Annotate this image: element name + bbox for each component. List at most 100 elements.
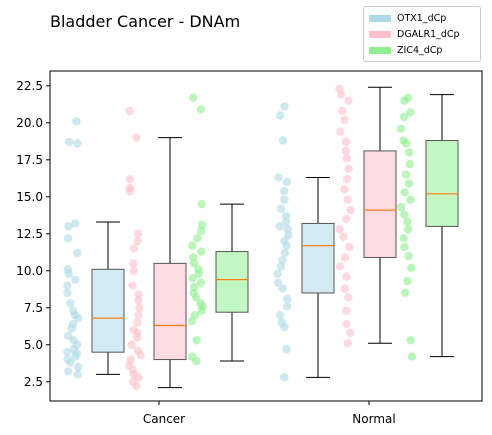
chart-legend: OTX1_dCp DGALR1_dCp ZIC4_dCp [363, 6, 481, 62]
data-point [64, 137, 74, 147]
y-tick-label: 7.5 [24, 301, 43, 315]
data-point [396, 202, 406, 212]
data-point [192, 336, 201, 345]
data-point [189, 93, 198, 102]
data-point [400, 188, 409, 197]
data-point [339, 232, 348, 241]
data-point [336, 127, 345, 136]
data-point [197, 247, 206, 256]
chart-title: Bladder Cancer - DNAm [50, 12, 241, 31]
data-point [399, 136, 408, 145]
data-point [399, 234, 408, 243]
data-point [403, 225, 413, 234]
data-point [344, 96, 353, 105]
data-point [341, 306, 351, 315]
data-point [282, 302, 292, 311]
data-point [340, 115, 349, 125]
data-point [127, 340, 136, 349]
data-point [197, 199, 206, 209]
data-point [129, 266, 138, 275]
legend-item: DGALR1_dCp [369, 26, 475, 42]
data-point [407, 352, 417, 361]
data-point [278, 256, 287, 265]
x-tick-label: Cancer [143, 412, 185, 426]
data-point [128, 281, 137, 290]
data-point [335, 262, 345, 271]
box-ZIC4_dCp-Cancer [215, 251, 249, 313]
data-point [275, 310, 285, 320]
data-point [404, 251, 413, 261]
data-point [190, 310, 200, 320]
data-point [405, 148, 414, 157]
data-point [338, 106, 347, 116]
data-point [128, 377, 138, 386]
data-point [344, 293, 353, 302]
data-point [281, 217, 291, 227]
data-point [344, 164, 353, 173]
data-point [405, 160, 415, 169]
legend-swatch [369, 46, 391, 54]
data-point [280, 102, 289, 111]
data-point [133, 346, 143, 355]
data-point [280, 236, 289, 246]
data-point [129, 325, 138, 335]
data-point [400, 210, 409, 219]
legend-item: OTX1_dCp [369, 10, 475, 26]
data-point [66, 299, 75, 308]
data-point [188, 241, 197, 250]
data-point [275, 111, 285, 120]
data-point [343, 339, 352, 348]
y-tick-label: 15.0 [16, 190, 43, 204]
box-OTX1_dCp-Normal [301, 222, 335, 294]
data-point [129, 244, 139, 253]
data-point [63, 355, 72, 364]
data-point [280, 195, 289, 204]
data-point [283, 225, 292, 234]
data-point [399, 112, 409, 122]
data-point [125, 183, 135, 193]
data-point [189, 253, 198, 262]
data-point [341, 146, 351, 156]
box-DGALR1_dCp-Cancer [153, 262, 187, 361]
data-point [282, 177, 292, 187]
data-point [340, 284, 349, 293]
data-point [404, 179, 414, 188]
data-point [63, 281, 72, 290]
data-point [345, 328, 355, 338]
data-point [342, 174, 352, 184]
data-point [280, 373, 289, 382]
data-point [134, 296, 143, 305]
data-point [197, 220, 207, 230]
y-tick-label: 17.5 [16, 153, 43, 167]
data-point [342, 319, 351, 329]
data-point [135, 303, 144, 312]
data-point [278, 284, 287, 293]
x-tick-label: Normal [352, 412, 395, 426]
data-point [64, 222, 73, 231]
data-point [342, 272, 351, 281]
data-point [134, 290, 143, 299]
data-point [196, 105, 206, 114]
data-point [187, 352, 197, 361]
data-point [71, 275, 80, 284]
data-point [403, 276, 412, 286]
data-point [73, 248, 82, 258]
data-point [68, 319, 78, 329]
data-point [71, 219, 80, 228]
data-point [194, 265, 203, 274]
data-point [129, 259, 138, 268]
data-point [64, 367, 73, 376]
data-point [273, 278, 283, 287]
data-point [273, 269, 282, 278]
data-point [133, 318, 142, 327]
data-point [403, 93, 413, 102]
data-point [400, 242, 409, 252]
box-OTX1_dCp-Cancer [91, 268, 125, 353]
data-point [278, 136, 288, 145]
data-point [125, 106, 134, 116]
data-point [133, 229, 143, 238]
data-point [275, 222, 284, 231]
data-point [400, 288, 410, 298]
data-point [188, 273, 197, 283]
data-point [345, 242, 354, 252]
